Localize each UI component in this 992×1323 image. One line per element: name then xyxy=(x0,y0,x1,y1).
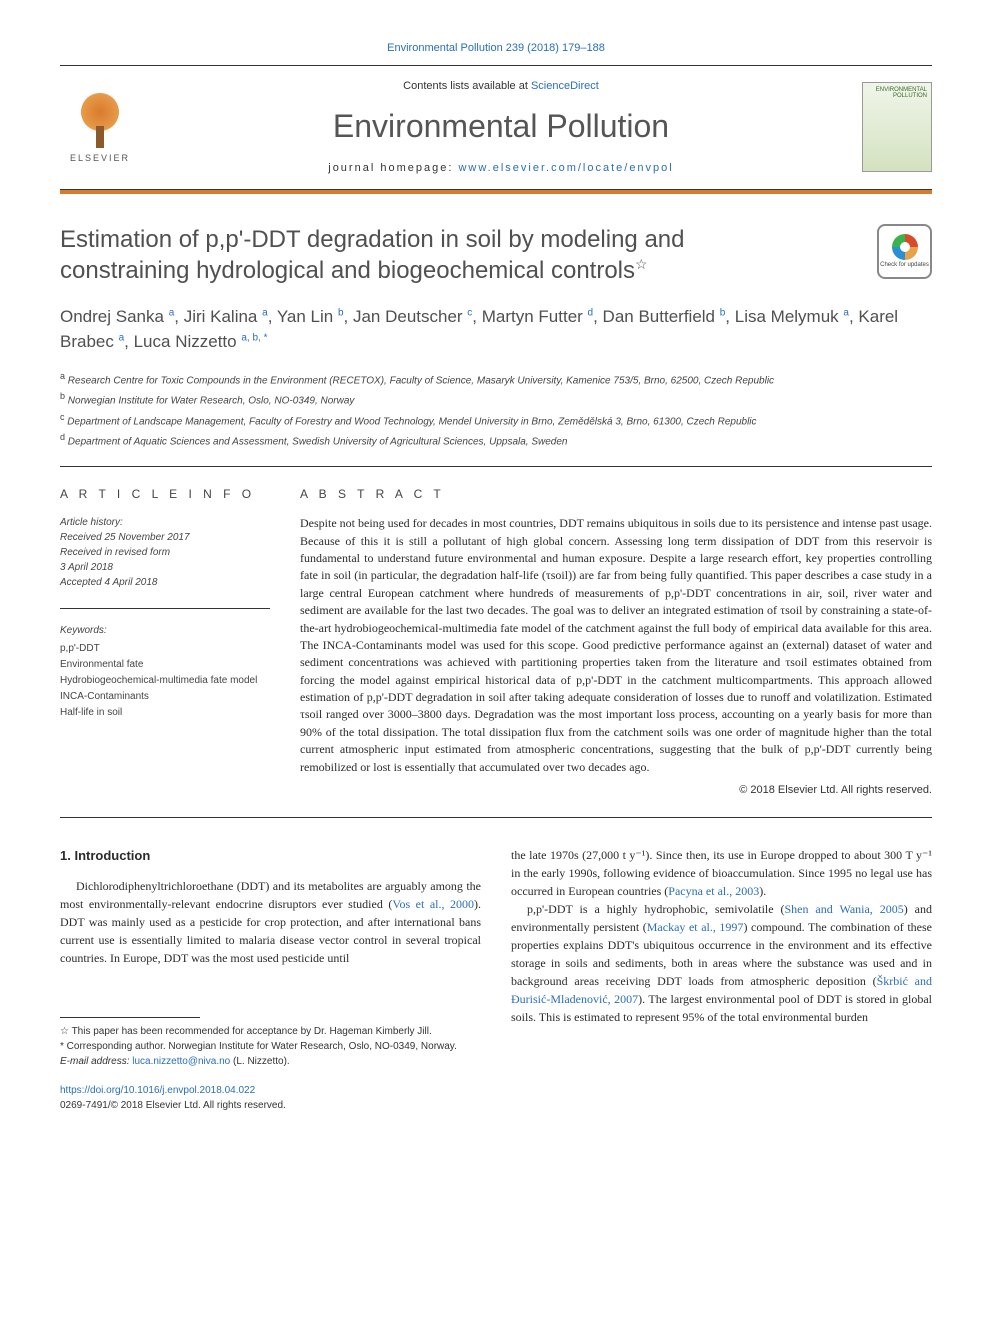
info-label: A R T I C L E I N F O xyxy=(60,485,270,503)
footnote-star: ☆ This paper has been recommended for ac… xyxy=(60,1024,481,1039)
date-accepted: Accepted 4 April 2018 xyxy=(60,577,157,588)
authors-line: Ondrej Sanka a, Jiri Kalina a, Yan Lin b… xyxy=(60,304,932,355)
doi-block: https://doi.org/10.1016/j.envpol.2018.04… xyxy=(60,1083,481,1113)
ref-vos-2000[interactable]: Vos et al., 2000 xyxy=(392,897,474,911)
check-updates-badge[interactable]: Check for updates xyxy=(877,224,932,279)
info-divider xyxy=(60,608,270,609)
footnote-email: E-mail address: luca.nizzetto@niva.no (L… xyxy=(60,1054,481,1069)
doi-link[interactable]: https://doi.org/10.1016/j.envpol.2018.04… xyxy=(60,1085,255,1096)
crossmark-icon xyxy=(892,234,918,260)
history-hdr: Article history: xyxy=(60,517,123,528)
keyword-item: Hydrobiogeochemical-multimedia fate mode… xyxy=(60,673,270,689)
keywords-list: p,p'-DDTEnvironmental fateHydrobiogeoche… xyxy=(60,641,270,721)
keyword-item: Half-life in soil xyxy=(60,705,270,721)
abstract-col: A B S T R A C T Despite not being used f… xyxy=(300,485,932,798)
keyword-item: Environmental fate xyxy=(60,657,270,673)
homepage-prefix: journal homepage: xyxy=(328,162,458,174)
copyright: © 2018 Elsevier Ltd. All rights reserved… xyxy=(300,782,932,799)
affil-a: a Research Centre for Toxic Compounds in… xyxy=(60,369,932,389)
elsevier-tree-icon xyxy=(70,88,130,148)
citation: Environmental Pollution 239 (2018) 179–1… xyxy=(60,40,932,57)
section-heading-intro: 1. Introduction xyxy=(60,846,481,866)
affil-c: c Department of Landscape Management, Fa… xyxy=(60,410,932,430)
intro-para-2: the late 1970s (27,000 t y⁻¹). Since the… xyxy=(511,846,932,900)
ref-mackay-1997[interactable]: Mackay et al., 1997 xyxy=(647,920,744,934)
date-revised-2: 3 April 2018 xyxy=(60,562,113,573)
keyword-item: p,p'-DDT xyxy=(60,641,270,657)
title-line1: Estimation of p,p'-DDT degradation in so… xyxy=(60,226,684,253)
publisher-name: ELSEVIER xyxy=(70,152,130,166)
badge-text: Check for updates xyxy=(880,262,929,269)
footnote-rule xyxy=(60,1017,200,1018)
article-info-col: A R T I C L E I N F O Article history: R… xyxy=(60,485,270,798)
body-columns: 1. Introduction Dichlorodiphenyltrichlor… xyxy=(60,846,932,1114)
keywords-hdr: Keywords: xyxy=(60,623,270,639)
issn-line: 0269-7491/© 2018 Elsevier Ltd. All right… xyxy=(60,1100,286,1111)
ref-pacyna-2003[interactable]: Pacyna et al., 2003 xyxy=(668,884,759,898)
cover-thumb-title: ENVIRONMENTAL POLLUTION xyxy=(867,87,927,99)
history-block: Article history: Received 25 November 20… xyxy=(60,515,270,590)
keyword-item: INCA-Contaminants xyxy=(60,689,270,705)
intro-para-3: p,p'-DDT is a highly hydrophobic, semivo… xyxy=(511,900,932,1026)
contents-prefix: Contents lists available at xyxy=(403,80,531,92)
sciencedirect-link[interactable]: ScienceDirect xyxy=(531,80,599,92)
footnote-corr: * Corresponding author. Norwegian Instit… xyxy=(60,1039,481,1054)
affiliations: a Research Centre for Toxic Compounds in… xyxy=(60,369,932,450)
title-line2: constraining hydrological and biogeochem… xyxy=(60,257,635,284)
accent-rule xyxy=(60,189,932,194)
email-link[interactable]: luca.nizzetto@niva.no xyxy=(132,1056,230,1067)
publisher-logo: ELSEVIER xyxy=(60,82,140,172)
homepage-link[interactable]: www.elsevier.com/locate/envpol xyxy=(458,162,673,174)
journal-homepage: journal homepage: www.elsevier.com/locat… xyxy=(160,160,842,177)
affil-b: b Norwegian Institute for Water Research… xyxy=(60,389,932,409)
journal-name: Environmental Pollution xyxy=(160,102,842,150)
ref-shen-2005[interactable]: Shen and Wania, 2005 xyxy=(784,902,903,916)
intro-para-1: Dichlorodiphenyltrichloroethane (DDT) an… xyxy=(60,877,481,967)
keywords-block: Keywords: p,p'-DDTEnvironmental fateHydr… xyxy=(60,623,270,721)
title-footnote-star: ☆ xyxy=(635,256,648,272)
journal-cover-thumb: ENVIRONMENTAL POLLUTION xyxy=(862,82,932,172)
article-title: Estimation of p,p'-DDT degradation in so… xyxy=(60,224,857,286)
affil-d: d Department of Aquatic Sciences and Ass… xyxy=(60,430,932,450)
abstract-text: Despite not being used for decades in mo… xyxy=(300,515,932,776)
footnotes: ☆ This paper has been recommended for ac… xyxy=(60,1024,481,1069)
date-received: Received 25 November 2017 xyxy=(60,532,190,543)
abstract-label: A B S T R A C T xyxy=(300,485,932,503)
body-col-right: the late 1970s (27,000 t y⁻¹). Since the… xyxy=(511,846,932,1114)
contents-line: Contents lists available at ScienceDirec… xyxy=(160,78,842,95)
date-revised-1: Received in revised form xyxy=(60,547,170,558)
divider-2 xyxy=(60,817,932,818)
journal-bar: ELSEVIER Contents lists available at Sci… xyxy=(60,66,932,189)
body-col-left: 1. Introduction Dichlorodiphenyltrichlor… xyxy=(60,846,481,1114)
